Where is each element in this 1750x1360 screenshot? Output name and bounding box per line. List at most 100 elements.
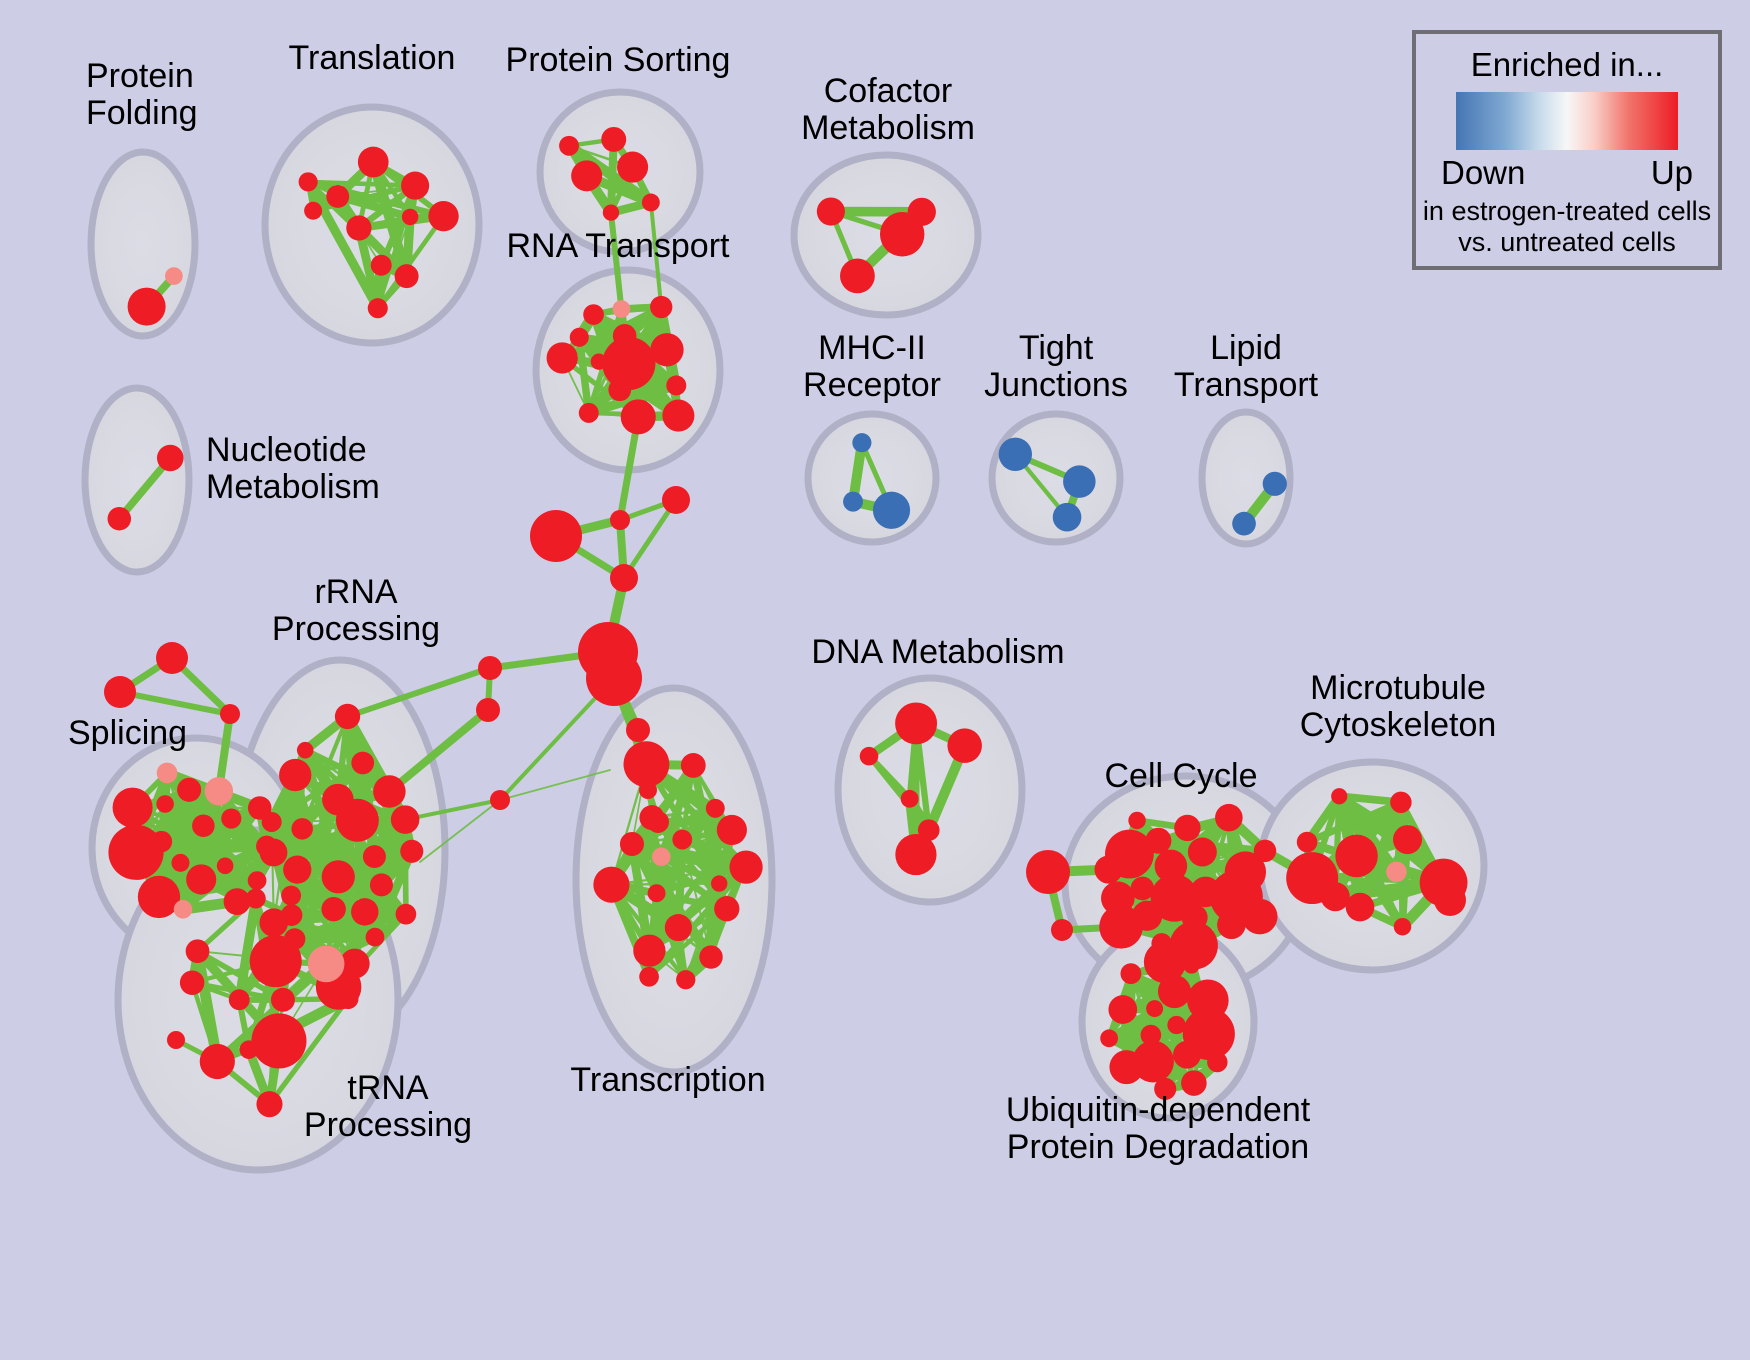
- network-node[interactable]: [1182, 1007, 1235, 1061]
- network-node[interactable]: [335, 798, 379, 842]
- network-node[interactable]: [998, 437, 1033, 471]
- network-node[interactable]: [281, 885, 302, 906]
- network-node[interactable]: [291, 818, 313, 840]
- network-node[interactable]: [367, 298, 388, 319]
- network-node[interactable]: [1108, 995, 1138, 1024]
- network-node[interactable]: [1063, 465, 1096, 498]
- network-node[interactable]: [711, 875, 728, 892]
- network-node[interactable]: [401, 208, 419, 226]
- network-node[interactable]: [816, 197, 845, 226]
- network-node[interactable]: [699, 945, 723, 969]
- network-node[interactable]: [373, 775, 406, 808]
- network-node[interactable]: [578, 402, 599, 423]
- network-node[interactable]: [321, 860, 355, 894]
- network-node[interactable]: [1051, 919, 1073, 941]
- network-node[interactable]: [680, 753, 706, 778]
- network-node[interactable]: [478, 656, 502, 680]
- network-node[interactable]: [647, 884, 666, 903]
- network-node[interactable]: [662, 399, 695, 432]
- network-node[interactable]: [370, 254, 392, 276]
- network-node[interactable]: [895, 833, 937, 876]
- network-node[interactable]: [137, 875, 181, 919]
- network-node[interactable]: [251, 1013, 307, 1069]
- network-node[interactable]: [199, 1043, 235, 1080]
- network-node[interactable]: [593, 866, 630, 903]
- network-node[interactable]: [1105, 829, 1154, 879]
- network-node[interactable]: [1130, 876, 1155, 901]
- network-node[interactable]: [571, 160, 603, 192]
- network-node[interactable]: [676, 970, 696, 990]
- network-node[interactable]: [1335, 834, 1378, 878]
- network-node[interactable]: [256, 1091, 283, 1118]
- network-node[interactable]: [283, 855, 312, 884]
- network-node[interactable]: [907, 197, 936, 226]
- network-node[interactable]: [1345, 892, 1375, 922]
- network-node[interactable]: [428, 200, 459, 232]
- network-node[interactable]: [357, 146, 389, 178]
- network-node[interactable]: [1434, 884, 1466, 916]
- network-node[interactable]: [192, 814, 215, 838]
- network-node[interactable]: [1386, 861, 1407, 883]
- network-node[interactable]: [705, 798, 725, 818]
- network-node[interactable]: [186, 864, 217, 895]
- network-node[interactable]: [583, 304, 604, 325]
- network-node[interactable]: [365, 927, 385, 947]
- network-node[interactable]: [395, 903, 417, 925]
- network-node[interactable]: [394, 264, 419, 289]
- network-node[interactable]: [1253, 839, 1277, 863]
- network-node[interactable]: [617, 151, 649, 183]
- network-node[interactable]: [666, 375, 687, 396]
- network-node[interactable]: [400, 839, 424, 863]
- network-node[interactable]: [490, 790, 510, 810]
- network-node[interactable]: [220, 704, 240, 724]
- network-node[interactable]: [1183, 957, 1200, 974]
- network-node[interactable]: [1181, 1070, 1207, 1096]
- network-node[interactable]: [204, 776, 234, 806]
- network-node[interactable]: [1262, 471, 1287, 496]
- network-node[interactable]: [296, 741, 314, 759]
- network-node[interactable]: [1154, 1077, 1177, 1100]
- network-node[interactable]: [221, 808, 242, 829]
- network-node[interactable]: [1209, 870, 1263, 924]
- network-node[interactable]: [546, 342, 578, 374]
- network-node[interactable]: [619, 831, 644, 857]
- network-node[interactable]: [307, 945, 345, 983]
- network-node[interactable]: [1392, 825, 1423, 855]
- network-node[interactable]: [1174, 814, 1201, 842]
- network-node[interactable]: [872, 491, 911, 529]
- network-node[interactable]: [641, 193, 660, 212]
- network-node[interactable]: [107, 506, 132, 531]
- network-node[interactable]: [633, 934, 666, 967]
- network-node[interactable]: [177, 777, 202, 802]
- network-node[interactable]: [156, 642, 188, 674]
- network-node[interactable]: [626, 752, 646, 772]
- network-node[interactable]: [917, 819, 940, 841]
- network-node[interactable]: [586, 650, 642, 706]
- network-node[interactable]: [1215, 803, 1243, 832]
- network-node[interactable]: [947, 728, 982, 763]
- network-node[interactable]: [1120, 963, 1142, 985]
- network-node[interactable]: [239, 1040, 259, 1059]
- network-node[interactable]: [662, 486, 690, 514]
- network-node[interactable]: [602, 204, 620, 221]
- network-node[interactable]: [171, 853, 190, 872]
- network-node[interactable]: [1232, 511, 1256, 536]
- network-node[interactable]: [610, 564, 638, 592]
- network-node[interactable]: [1109, 1050, 1144, 1085]
- network-node[interactable]: [476, 698, 500, 722]
- network-node[interactable]: [672, 829, 693, 850]
- network-node[interactable]: [1331, 788, 1348, 805]
- network-node[interactable]: [127, 287, 166, 326]
- network-node[interactable]: [401, 171, 430, 200]
- network-node[interactable]: [843, 491, 863, 512]
- network-node[interactable]: [852, 433, 872, 453]
- network-node[interactable]: [334, 703, 361, 730]
- network-node[interactable]: [321, 896, 346, 922]
- network-node[interactable]: [1167, 1015, 1186, 1035]
- network-node[interactable]: [530, 510, 582, 562]
- network-node[interactable]: [1150, 874, 1199, 922]
- network-node[interactable]: [173, 900, 193, 919]
- network-node[interactable]: [569, 327, 589, 347]
- network-node[interactable]: [620, 399, 656, 435]
- network-node[interactable]: [104, 676, 136, 708]
